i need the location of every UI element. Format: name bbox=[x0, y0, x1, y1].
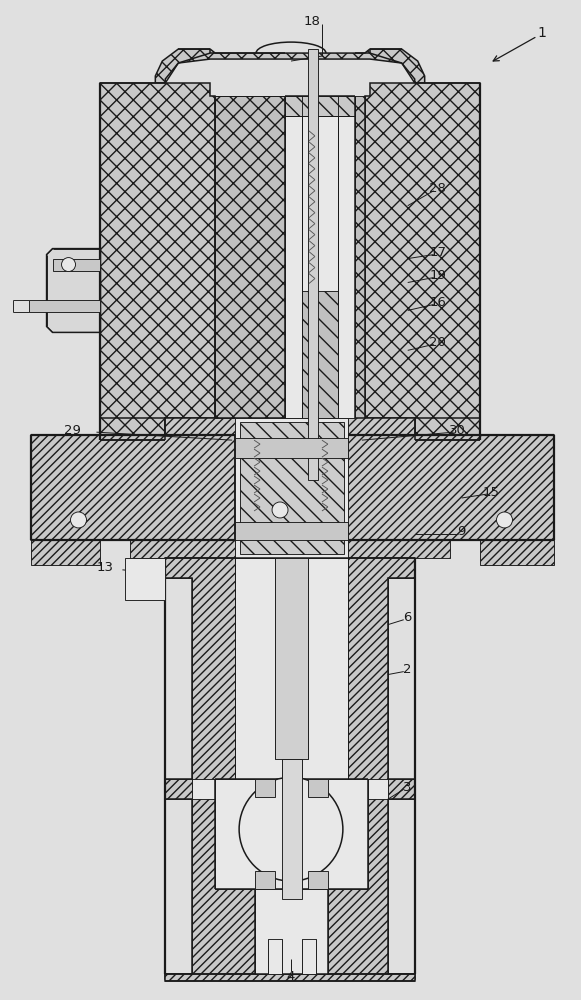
Bar bbox=[338, 116, 355, 418]
Text: 20: 20 bbox=[429, 336, 446, 349]
Polygon shape bbox=[192, 779, 235, 799]
Polygon shape bbox=[255, 871, 275, 889]
Bar bbox=[285, 96, 355, 418]
Circle shape bbox=[62, 258, 76, 272]
Bar bbox=[275, 558, 308, 759]
Polygon shape bbox=[31, 435, 235, 540]
Bar bbox=[166, 974, 415, 981]
Polygon shape bbox=[479, 540, 554, 565]
Circle shape bbox=[272, 502, 288, 518]
Bar bbox=[235, 558, 348, 779]
Bar bbox=[282, 759, 302, 899]
Polygon shape bbox=[308, 779, 328, 797]
Polygon shape bbox=[130, 540, 235, 558]
Polygon shape bbox=[101, 83, 215, 440]
Polygon shape bbox=[355, 96, 365, 418]
Polygon shape bbox=[31, 540, 101, 565]
Polygon shape bbox=[348, 540, 450, 558]
Bar bbox=[285, 360, 355, 380]
Bar bbox=[235, 418, 348, 558]
Polygon shape bbox=[348, 779, 388, 799]
Polygon shape bbox=[166, 418, 415, 558]
Bar bbox=[308, 49, 318, 480]
Text: 9: 9 bbox=[457, 525, 466, 538]
Text: 16: 16 bbox=[429, 296, 446, 309]
Polygon shape bbox=[166, 558, 415, 979]
Text: 4: 4 bbox=[287, 970, 295, 983]
Text: 2: 2 bbox=[403, 663, 412, 676]
Text: 28: 28 bbox=[429, 182, 446, 195]
Polygon shape bbox=[52, 259, 101, 271]
Bar bbox=[268, 939, 282, 974]
Text: 19: 19 bbox=[429, 269, 446, 282]
Text: 29: 29 bbox=[64, 424, 81, 437]
Text: 17: 17 bbox=[429, 246, 446, 259]
Text: 3: 3 bbox=[403, 781, 412, 794]
Polygon shape bbox=[348, 435, 554, 540]
Circle shape bbox=[70, 512, 87, 528]
Bar bbox=[302, 116, 338, 418]
Text: 15: 15 bbox=[483, 486, 500, 499]
Polygon shape bbox=[46, 249, 101, 332]
Polygon shape bbox=[255, 779, 275, 797]
Polygon shape bbox=[215, 96, 285, 418]
Polygon shape bbox=[28, 300, 101, 312]
Polygon shape bbox=[155, 49, 425, 83]
Circle shape bbox=[497, 512, 512, 528]
Polygon shape bbox=[365, 83, 479, 440]
Bar bbox=[235, 438, 348, 458]
Bar bbox=[302, 939, 316, 974]
Text: 30: 30 bbox=[449, 424, 466, 437]
Bar bbox=[235, 522, 348, 540]
Bar bbox=[285, 116, 302, 418]
Circle shape bbox=[239, 777, 343, 881]
Bar bbox=[255, 889, 328, 974]
Polygon shape bbox=[125, 558, 166, 600]
Bar bbox=[285, 96, 355, 116]
Bar bbox=[302, 291, 338, 418]
Bar bbox=[215, 779, 368, 889]
Text: 13: 13 bbox=[97, 561, 114, 574]
Polygon shape bbox=[308, 871, 328, 889]
Bar bbox=[240, 422, 344, 554]
Text: 18: 18 bbox=[303, 15, 320, 28]
Text: 6: 6 bbox=[404, 611, 412, 624]
Text: 1: 1 bbox=[537, 26, 546, 40]
